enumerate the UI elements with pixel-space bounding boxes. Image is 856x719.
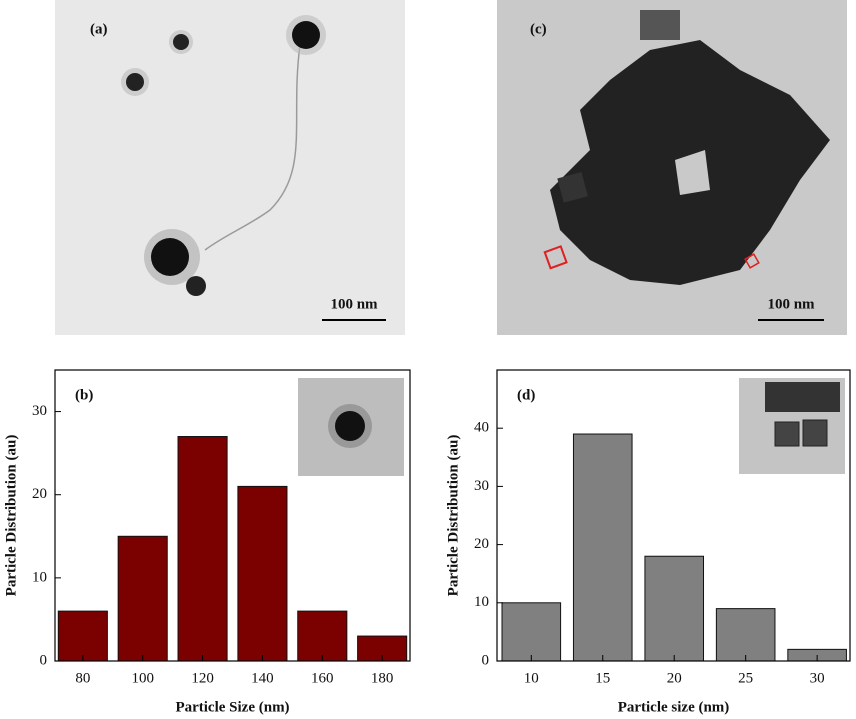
inset-b <box>298 378 404 476</box>
y-tick-label: 20 <box>474 536 489 552</box>
bar <box>237 485 288 662</box>
tem-image-c: (c) 100 nm <box>497 0 847 335</box>
y-tick-label: 40 <box>474 420 489 436</box>
y-tick-label: 30 <box>474 478 489 494</box>
inset-d <box>739 378 845 474</box>
x-axis-label: Particle Size (nm) <box>175 699 289 715</box>
x-tick-label: 160 <box>311 670 334 686</box>
scale-label: 100 nm <box>330 296 378 312</box>
bar <box>57 610 108 662</box>
bar <box>644 555 705 662</box>
panel-label: (d) <box>517 387 535 403</box>
panel-label: (a) <box>90 21 108 37</box>
scale-label: 100 nm <box>767 296 815 312</box>
y-tick-label: 0 <box>40 652 48 668</box>
bar <box>177 436 228 662</box>
x-tick-label: 140 <box>251 670 274 686</box>
x-tick-label: 30 <box>810 670 825 686</box>
y-axis-label: Particle Distribution (au) <box>3 435 19 597</box>
x-tick-label: 10 <box>524 670 539 686</box>
y-axis-label: Particle Distribution (au) <box>445 435 461 597</box>
plot-frame <box>496 369 851 662</box>
x-axis-label: Particle size (nm) <box>618 699 730 715</box>
bar <box>501 602 562 662</box>
x-tick-label: 80 <box>75 670 90 686</box>
x-tick-label: 25 <box>738 670 753 686</box>
y-tick-label: 10 <box>474 594 489 610</box>
x-tick-label: 180 <box>371 670 394 686</box>
x-tick-label: 120 <box>191 670 214 686</box>
x-tick-label: 15 <box>595 670 610 686</box>
plot-frame <box>54 369 411 662</box>
tem-image-a: (a) 100 nm <box>55 0 405 335</box>
panel-label: (c) <box>530 21 547 37</box>
x-tick-label: 100 <box>131 670 154 686</box>
bar <box>117 535 168 662</box>
y-tick-label: 0 <box>482 652 490 668</box>
bar <box>715 608 776 662</box>
y-tick-label: 20 <box>32 486 47 502</box>
bar <box>297 610 348 662</box>
y-tick-label: 10 <box>32 569 47 585</box>
bar <box>572 433 633 662</box>
panel-label: (b) <box>75 387 93 403</box>
x-tick-label: 20 <box>667 670 682 686</box>
y-tick-label: 30 <box>32 403 47 419</box>
